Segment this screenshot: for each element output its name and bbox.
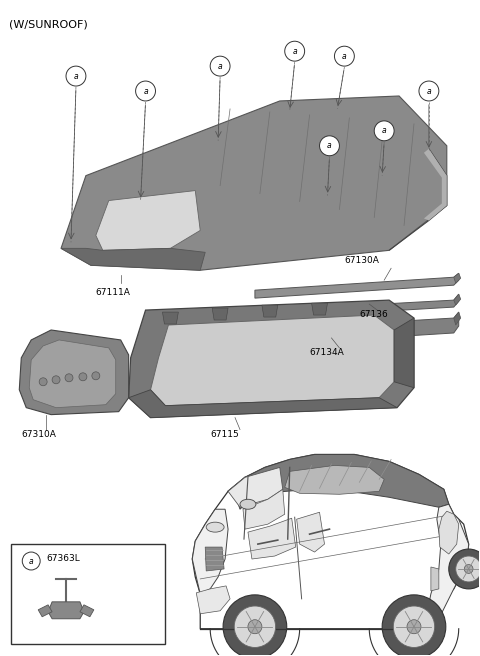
Polygon shape [212,308,228,320]
Circle shape [39,378,47,386]
Polygon shape [151,315,394,405]
Polygon shape [312,303,327,315]
Text: 67130A: 67130A [344,256,379,265]
Text: 67111A: 67111A [96,288,131,297]
Polygon shape [48,602,84,619]
Polygon shape [431,567,439,591]
Ellipse shape [240,499,256,509]
Circle shape [320,136,339,155]
Polygon shape [19,330,129,415]
Polygon shape [297,512,324,552]
Circle shape [92,372,100,380]
Text: a: a [342,52,347,60]
Polygon shape [454,312,461,325]
Text: 67134A: 67134A [310,348,344,357]
Polygon shape [192,509,228,594]
Polygon shape [262,305,278,317]
Polygon shape [454,274,461,283]
Text: a: a [143,87,148,96]
Text: a: a [292,47,297,56]
Circle shape [234,606,276,647]
Polygon shape [427,504,468,628]
Circle shape [407,620,421,634]
Polygon shape [205,547,224,571]
FancyBboxPatch shape [12,544,166,644]
Circle shape [335,46,354,66]
Polygon shape [38,605,52,617]
Circle shape [52,376,60,384]
Text: a: a [218,62,222,71]
Polygon shape [29,340,116,407]
Polygon shape [129,300,414,418]
Ellipse shape [206,522,224,532]
Circle shape [449,549,480,589]
Polygon shape [196,586,230,614]
Circle shape [22,552,40,570]
Polygon shape [248,518,296,559]
Text: 67115: 67115 [210,430,239,439]
Text: a: a [327,141,332,150]
Text: a: a [427,87,431,96]
Text: a: a [29,556,34,565]
Circle shape [66,66,86,86]
Polygon shape [61,249,205,270]
Polygon shape [96,191,200,251]
Polygon shape [255,274,459,298]
Polygon shape [394,318,414,388]
Circle shape [374,121,394,141]
Polygon shape [235,455,449,509]
Circle shape [79,373,87,380]
Circle shape [65,374,73,382]
Polygon shape [243,489,285,529]
Polygon shape [61,96,447,270]
Polygon shape [439,511,459,554]
Polygon shape [129,390,397,418]
Polygon shape [215,312,459,348]
Circle shape [223,595,287,656]
Circle shape [210,56,230,76]
Circle shape [382,595,446,656]
Circle shape [136,81,156,101]
Polygon shape [192,455,468,628]
Text: 67363L: 67363L [46,554,80,563]
Text: (W/SUNROOF): (W/SUNROOF) [9,19,88,30]
Polygon shape [424,149,447,220]
Circle shape [464,565,473,573]
Circle shape [393,606,435,647]
Text: 67310A: 67310A [21,430,56,439]
Polygon shape [162,312,179,324]
Circle shape [248,620,262,634]
Circle shape [419,81,439,101]
Text: a: a [382,127,386,135]
Circle shape [456,556,480,582]
Polygon shape [235,294,459,320]
Text: a: a [73,72,78,81]
Polygon shape [454,294,461,305]
Text: 67136: 67136 [360,310,388,319]
Polygon shape [285,465,384,494]
Circle shape [285,41,305,61]
Polygon shape [228,468,283,507]
Polygon shape [80,605,94,617]
